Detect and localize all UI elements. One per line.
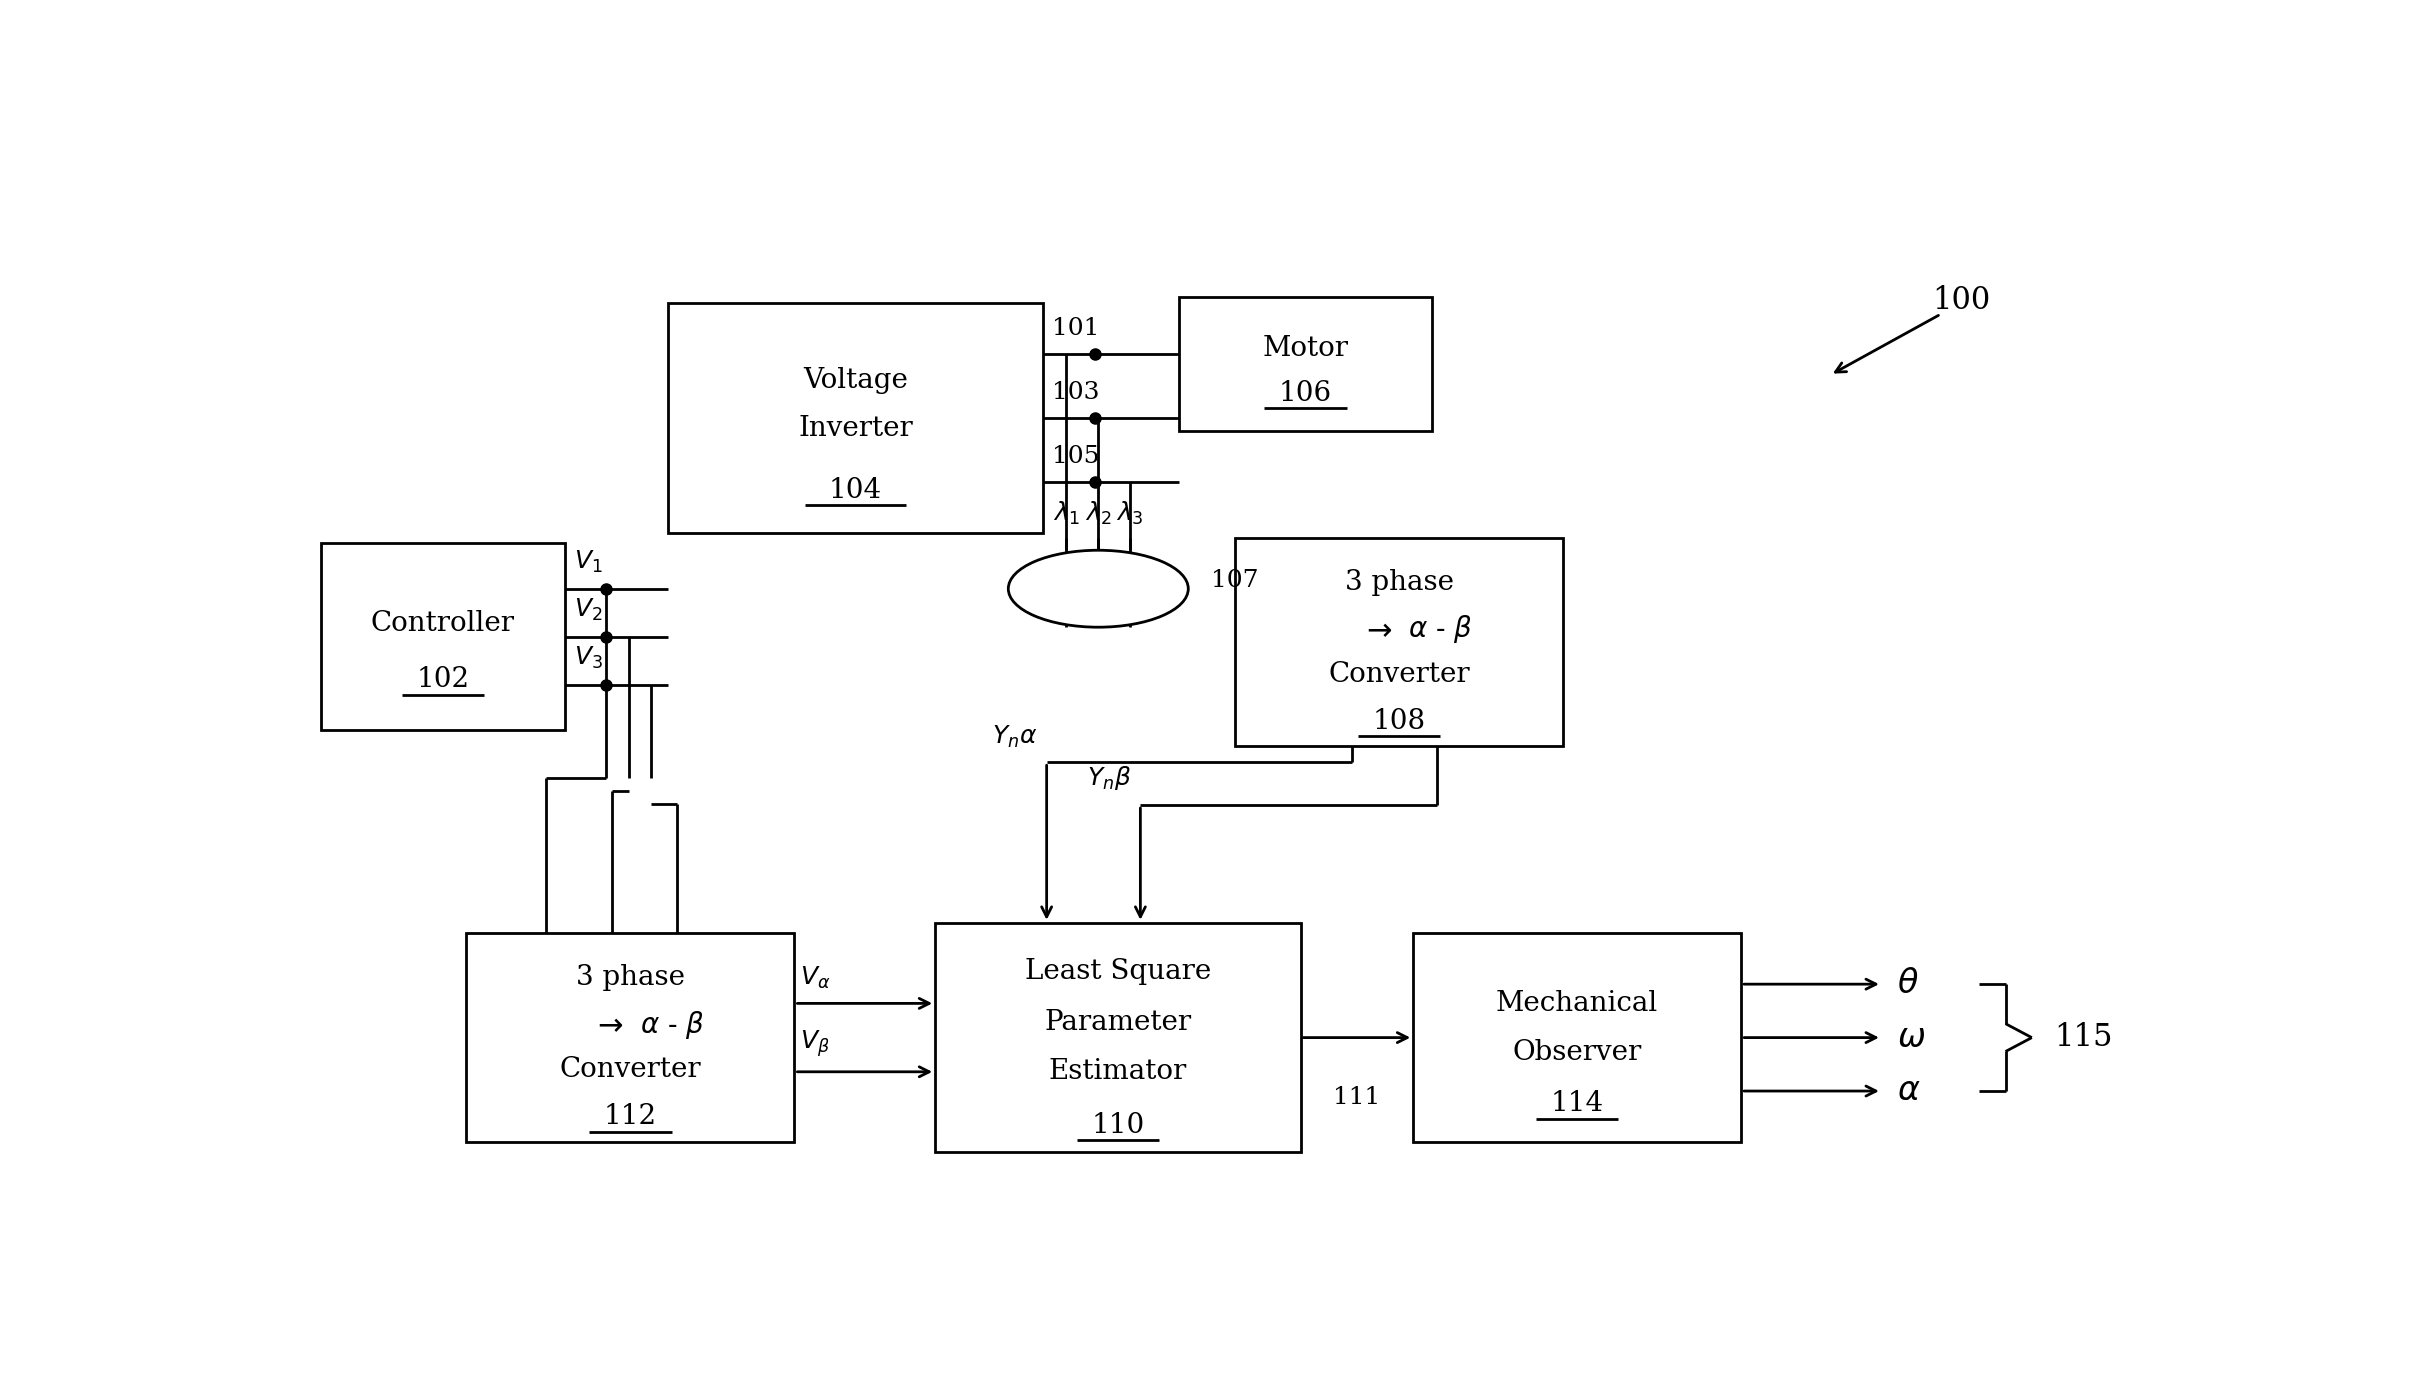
Text: 110: 110 [1091, 1112, 1144, 1138]
Bar [1178, 297, 1432, 432]
Text: $\theta$: $\theta$ [1896, 969, 1918, 1001]
Text: Voltage: Voltage [803, 366, 907, 394]
Text: $\lambda_3$: $\lambda_3$ [1115, 500, 1144, 526]
Text: Motor: Motor [1263, 335, 1347, 362]
Text: 104: 104 [830, 477, 883, 504]
Text: $\rightarrow$: $\rightarrow$ [593, 1010, 624, 1040]
Text: 100: 100 [1933, 285, 1991, 315]
Text: $V_\alpha$: $V_\alpha$ [801, 965, 830, 991]
Text: 112: 112 [605, 1103, 658, 1130]
Text: $V_\beta$: $V_\beta$ [801, 1029, 830, 1059]
Bar [1413, 933, 1742, 1142]
Bar [322, 543, 564, 730]
Text: 103: 103 [1052, 380, 1101, 404]
Text: Controller: Controller [370, 611, 515, 637]
Text: 102: 102 [416, 666, 469, 693]
Text: $\alpha$ - $\beta$: $\alpha$ - $\beta$ [1408, 613, 1473, 645]
Text: Converter: Converter [559, 1056, 702, 1083]
Text: $V_3$: $V_3$ [573, 645, 602, 670]
Text: Parameter: Parameter [1045, 1009, 1193, 1035]
Text: 101: 101 [1052, 316, 1101, 340]
Text: $\alpha$: $\alpha$ [1896, 1076, 1921, 1108]
Text: 115: 115 [2054, 1022, 2112, 1053]
Text: $\lambda_2$: $\lambda_2$ [1084, 500, 1113, 526]
Bar [467, 933, 793, 1142]
Text: $\alpha$ - $\beta$: $\alpha$ - $\beta$ [639, 1009, 704, 1041]
Text: 107: 107 [1212, 569, 1258, 591]
Text: 106: 106 [1280, 380, 1333, 407]
Text: $Y_n\beta$: $Y_n\beta$ [1086, 765, 1132, 793]
Text: $\rightarrow$: $\rightarrow$ [1359, 615, 1393, 644]
Text: 105: 105 [1052, 446, 1101, 468]
Text: Mechanical: Mechanical [1495, 990, 1659, 1017]
Text: 111: 111 [1333, 1085, 1381, 1109]
Text: Inverter: Inverter [798, 415, 912, 441]
Text: Estimator: Estimator [1050, 1058, 1188, 1085]
Bar [668, 303, 1043, 533]
Text: 3 phase: 3 phase [576, 965, 685, 991]
Text: 108: 108 [1372, 708, 1425, 734]
Text: Least Square: Least Square [1026, 958, 1212, 985]
Text: $\omega$: $\omega$ [1896, 1022, 1926, 1053]
Ellipse shape [1009, 550, 1188, 627]
Text: Converter: Converter [1328, 661, 1471, 687]
Text: Observer: Observer [1512, 1040, 1643, 1066]
Text: $\lambda_1$: $\lambda_1$ [1052, 500, 1081, 526]
Bar [936, 923, 1301, 1152]
Text: $Y_n\alpha$: $Y_n\alpha$ [992, 723, 1038, 750]
Text: 114: 114 [1551, 1091, 1604, 1117]
Text: 3 phase: 3 phase [1345, 569, 1454, 595]
Text: $V_1$: $V_1$ [573, 548, 602, 575]
Text: $V_2$: $V_2$ [573, 597, 602, 623]
Bar [1236, 539, 1563, 747]
